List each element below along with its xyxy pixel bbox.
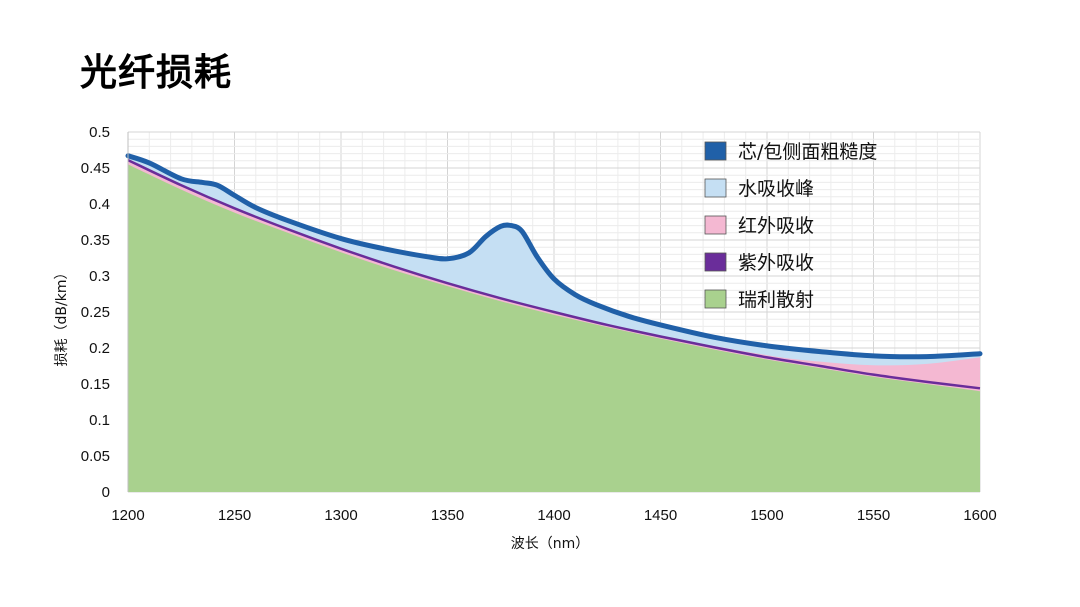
x-tick-label: 1500 [750,507,783,524]
y-tick-label: 0.4 [89,196,110,213]
legend-label-water: 水吸收峰 [738,178,814,200]
page-title: 光纤损耗 [80,51,232,94]
axes: 1200 1250 1300 1350 1400 1450 1500 1550 1600 0 0.0… [54,124,997,552]
legend-swatch-core [704,141,727,161]
x-axis-title: 波长（nm） [511,536,590,552]
y-tick-label: 0.3 [89,268,110,285]
x-tick-label: 1550 [857,507,890,524]
x-tick-label: 1600 [963,507,996,524]
x-tick-label: 1300 [324,507,357,524]
y-tick-label: 0.2 [89,340,110,357]
y-axis-title: 损耗（dB/km） [54,266,70,367]
legend-label-core: 芯/包侧面粗糙度 [738,141,877,163]
series-layer [125,153,983,493]
legend-label-ir: 红外吸收 [738,215,814,237]
y-tick-label: 0.35 [81,232,110,249]
area-rayleigh [128,164,980,492]
legend-swatch-rayleigh [704,289,727,309]
line-core [125,153,983,360]
x-tick-label: 1400 [537,507,570,524]
y-tick-label: 0.1 [89,412,110,429]
y-tick-label: 0.25 [81,304,110,321]
y-tick-label: 0 [102,484,110,501]
legend-swatch-water [704,178,727,198]
y-tick-label: 0.5 [89,124,110,141]
legend-label-uv: 紫外吸收 [738,252,814,274]
legend-label-rayleigh: 瑞利散射 [738,289,814,311]
x-tick-label: 1250 [218,507,251,524]
x-tick-label: 1200 [111,507,144,524]
y-tick-label: 0.15 [81,376,110,393]
x-tick-label: 1450 [644,507,677,524]
x-tick-label: 1350 [431,507,464,524]
y-tick-label: 0.05 [81,448,110,465]
legend-swatch-uv [704,252,727,272]
legend-swatch-ir [704,215,727,235]
y-tick-label: 0.45 [81,160,110,177]
line-uv [127,158,981,390]
